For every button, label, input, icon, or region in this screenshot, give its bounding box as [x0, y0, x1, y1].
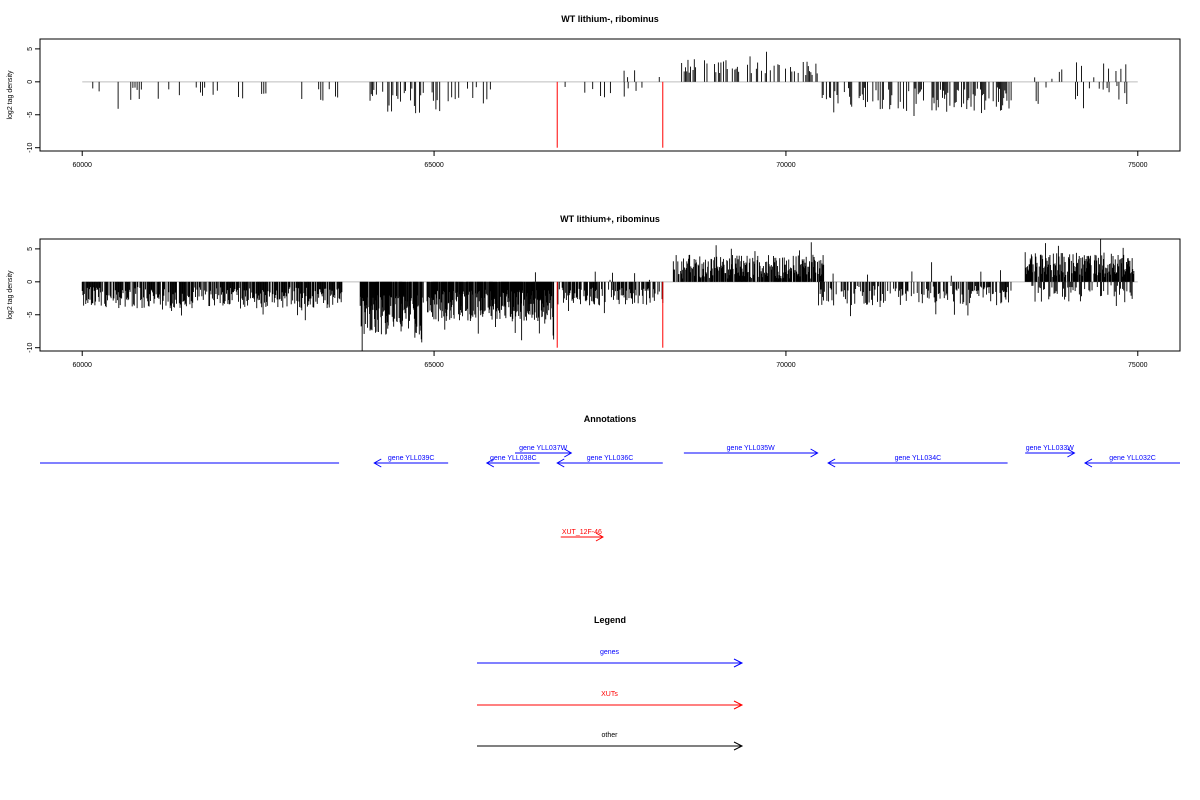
x-tick-label: 65000 — [424, 162, 444, 169]
panel2-ylabel: log2 tag density — [7, 270, 14, 320]
panel-lithium-plus: WT lithium+, ribominus log2 tag density … — [7, 214, 1181, 369]
feature-label: gene YLL039C — [388, 455, 435, 462]
arrow-left-icon — [1083, 458, 1093, 468]
x-tick-label: 60000 — [72, 362, 92, 369]
x-tick-label: 65000 — [424, 362, 444, 369]
arrow-right-icon — [595, 532, 604, 542]
arrow-left-icon — [556, 458, 565, 468]
x-tick-label: 60000 — [72, 162, 92, 169]
arrow-right-icon — [733, 741, 744, 751]
legend-label: genes — [600, 649, 620, 656]
plot-frame — [39, 38, 1181, 152]
arrow-right-icon — [810, 448, 819, 458]
plot-frame — [39, 238, 1181, 352]
panel2-axes: 60000 65000 70000 75000 -10 -5 0 5 — [27, 238, 1181, 369]
feature-label: gene YLL032C — [1109, 455, 1156, 462]
panel1-axes: 60000 65000 70000 75000 -10 -5 0 5 — [27, 38, 1181, 169]
y-tick-label: 0 — [27, 80, 34, 84]
y-tick-label: -10 — [27, 343, 34, 353]
panel1-bars — [82, 51, 1138, 148]
y-tick-label: 5 — [27, 47, 34, 51]
annotation-gene-yll034c: gene YLL034C — [827, 455, 1008, 468]
arrow-right-icon — [564, 448, 573, 458]
y-tick-label: -10 — [27, 143, 34, 153]
legend: Legend genes XUTs other — [477, 615, 744, 751]
feature-label: gene YLL038C — [490, 455, 537, 462]
legend-item-other: other — [477, 732, 744, 751]
x-tick-label: 75000 — [1128, 162, 1148, 169]
feature-label: gene YLL036C — [587, 455, 634, 462]
annotations-track: Annotations gene YLL039C gene YLL038Cgene… — [40, 414, 1180, 542]
feature-label: gene YLL037W — [519, 445, 568, 452]
panel1-ylabel: log2 tag density — [7, 70, 14, 120]
feature-label: XUT_12F-46 — [562, 529, 602, 536]
y-tick-label: 5 — [27, 247, 34, 251]
annotation-gene-yll038c: gene YLL038C — [485, 455, 540, 468]
annotation-gene-yll035w: gene YLL035W — [683, 445, 819, 458]
arrow-right-icon — [733, 658, 744, 668]
y-tick-label: 0 — [27, 280, 34, 284]
panel1-title: WT lithium-, ribominus — [561, 14, 659, 24]
legend-label: other — [602, 732, 619, 739]
annotation-xut-12f-46: XUT_12F-46 — [560, 529, 604, 542]
legend-label: XUTs — [601, 691, 618, 698]
legend-title: Legend — [594, 615, 626, 625]
y-tick-label: -5 — [27, 312, 34, 318]
legend-items: genes XUTs other — [477, 649, 744, 751]
annotations-title: Annotations — [584, 414, 637, 424]
arrow-right-icon — [1067, 448, 1076, 458]
panel2-bars — [81, 238, 1138, 352]
y-tick-label: -5 — [27, 112, 34, 118]
annotation-features: gene YLL039C gene YLL038C gene YLL037W gene… — [40, 445, 1180, 542]
x-tick-label: 70000 — [776, 362, 796, 369]
annotation-gene-yll036c: gene YLL036C — [556, 455, 663, 468]
x-tick-label: 75000 — [1128, 362, 1148, 369]
arrow-right-icon — [733, 700, 744, 710]
arrow-left-icon — [827, 458, 836, 468]
annotation-gene-yll039c: gene YLL039C — [373, 455, 449, 468]
arrow-left-icon — [373, 458, 382, 468]
legend-item-genes: genes — [477, 649, 744, 668]
annotation-gene-yll032c: gene YLL032C — [1083, 455, 1180, 468]
legend-item-xuts: XUTs — [477, 691, 744, 710]
feature-label: gene YLL035W — [727, 445, 776, 452]
feature-label: gene YLL033W — [1026, 445, 1075, 452]
annotation-gene-yll037w: gene YLL037W — [515, 445, 573, 458]
x-tick-label: 70000 — [776, 162, 796, 169]
panel-lithium-minus: WT lithium-, ribominus log2 tag density … — [7, 14, 1181, 169]
annotation-gene-yll033w: gene YLL033W — [1025, 445, 1076, 458]
panel2-title: WT lithium+, ribominus — [560, 214, 660, 224]
arrow-left-icon — [485, 458, 495, 468]
feature-label: gene YLL034C — [895, 455, 942, 462]
